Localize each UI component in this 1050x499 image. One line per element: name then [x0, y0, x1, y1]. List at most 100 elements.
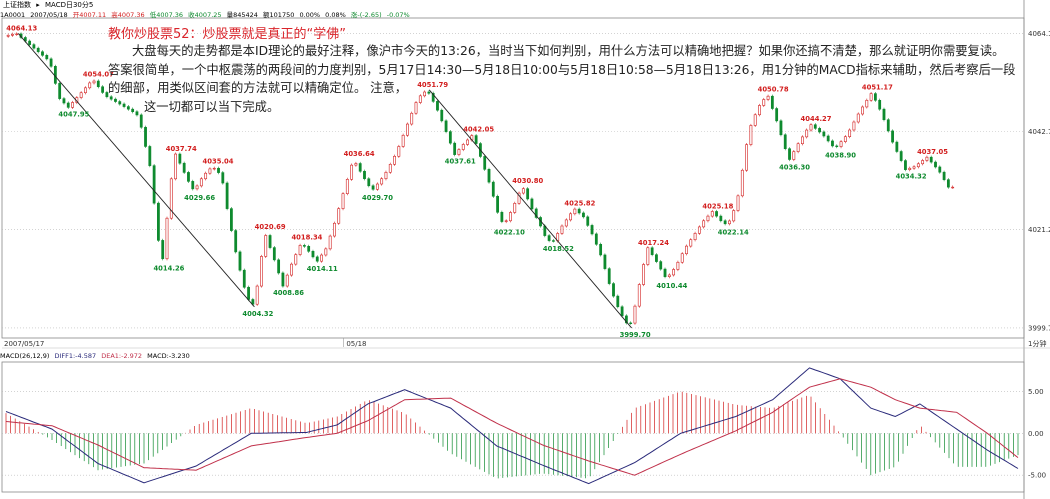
candle-body [109, 96, 113, 100]
candle-body [182, 162, 186, 173]
candle-body [788, 148, 791, 160]
candle-body [831, 140, 834, 147]
candle-body [848, 129, 852, 137]
candle-body [801, 136, 804, 145]
price-annotation: 4054.07 [83, 70, 114, 78]
candle-body [891, 130, 894, 143]
article-paragraph-2: 这一切都可以当下完成。 [144, 99, 280, 114]
price-annotation: 4014.11 [307, 265, 338, 273]
candle-body [384, 171, 388, 180]
candle-body [899, 151, 903, 161]
candle-body [878, 99, 882, 110]
open-price: 开4007.11 [72, 11, 107, 19]
price-annotation: 4050.78 [758, 85, 789, 93]
macd-dea-value: DEA1:-2.972 [101, 352, 143, 360]
symbol-title[interactable]: 上证指数 [3, 1, 31, 9]
candle-body [620, 306, 624, 317]
candle-body [371, 185, 375, 190]
candle-body [191, 181, 195, 190]
candle-body [809, 124, 813, 131]
price-annotation: 4037.61 [445, 158, 476, 166]
candle-body [500, 211, 504, 222]
candle-body [723, 220, 727, 225]
candle-body [865, 99, 869, 108]
candle-body [328, 235, 332, 250]
candle-body [715, 211, 718, 217]
candle-body [560, 225, 564, 234]
candle-body [685, 245, 688, 255]
price-annotation: 4018.34 [291, 234, 322, 242]
candle-body [710, 211, 714, 217]
candle-body [152, 165, 156, 204]
price-annotation: 4008.86 [273, 289, 304, 297]
macd-name: MACD(26,12,9) [0, 352, 50, 360]
candle-body [148, 146, 152, 166]
candle-body [813, 124, 817, 129]
candle-body [650, 247, 654, 255]
candle-body [590, 225, 594, 235]
candle-body [912, 166, 916, 169]
candle-body [217, 167, 220, 173]
candle-body [350, 164, 354, 180]
candle-body [530, 198, 534, 210]
price-annotation: 4014.26 [153, 264, 184, 272]
indicator-title[interactable]: MACD日30分5 [44, 1, 94, 9]
candle-body [380, 178, 384, 185]
candle-body [28, 40, 32, 45]
candle-body [320, 254, 323, 262]
candle-body [680, 253, 684, 263]
candle-body [281, 272, 285, 287]
candle-body [547, 235, 551, 241]
price-annotation: 4025.82 [564, 200, 595, 208]
candle-body [719, 215, 723, 222]
candle-body [272, 247, 276, 261]
candle-body [79, 92, 83, 98]
price-annotation: 4047.95 [58, 110, 89, 118]
candle-group [6, 32, 955, 325]
candle-body [655, 254, 658, 262]
candle-body [453, 142, 457, 155]
low-price: 低4007.36 [149, 11, 184, 19]
candle-body [783, 134, 787, 149]
candle-body [697, 226, 701, 234]
candle-body [526, 188, 530, 200]
candle-body [135, 111, 139, 116]
price-annotation: 4036.64 [344, 150, 375, 158]
candle-body [951, 186, 955, 189]
candle-body [311, 250, 315, 258]
candle-body [586, 216, 590, 226]
candle-body [363, 170, 366, 180]
candle-body [230, 208, 233, 231]
candle-body [410, 112, 414, 125]
change-pct-1: 0.00% [299, 11, 321, 19]
candle-body [543, 225, 547, 236]
candle-body [118, 101, 122, 105]
candle-body [775, 108, 779, 122]
trend-line [428, 89, 632, 329]
price-annotation: 4064.13 [6, 24, 37, 32]
candle-body [766, 95, 770, 100]
candle-body [916, 163, 920, 168]
candle-body [333, 222, 336, 237]
stock-code: 1A0001 [0, 11, 26, 19]
macd-tick-label: 5.00 [1028, 388, 1044, 396]
title-bar: 上证指数 ▸ MACD日30分5 [0, 0, 1050, 10]
candle-body [66, 102, 70, 108]
candle-body [41, 51, 44, 56]
price-annotation: 4004.32 [242, 310, 273, 318]
price-annotation: 4042.05 [463, 125, 494, 133]
candle-body [388, 163, 392, 173]
candle-body [551, 240, 555, 242]
candle-body [165, 217, 169, 260]
candle-body [672, 269, 676, 276]
candle-body [260, 256, 263, 287]
candle-body [753, 114, 757, 126]
candle-body [354, 163, 358, 166]
candle-body [483, 156, 487, 170]
candle-body [689, 239, 693, 247]
x-tick-label: 2007/05/17 [4, 340, 44, 348]
candle-body [114, 98, 117, 102]
candle-body [375, 183, 379, 190]
candle-body [934, 161, 937, 168]
